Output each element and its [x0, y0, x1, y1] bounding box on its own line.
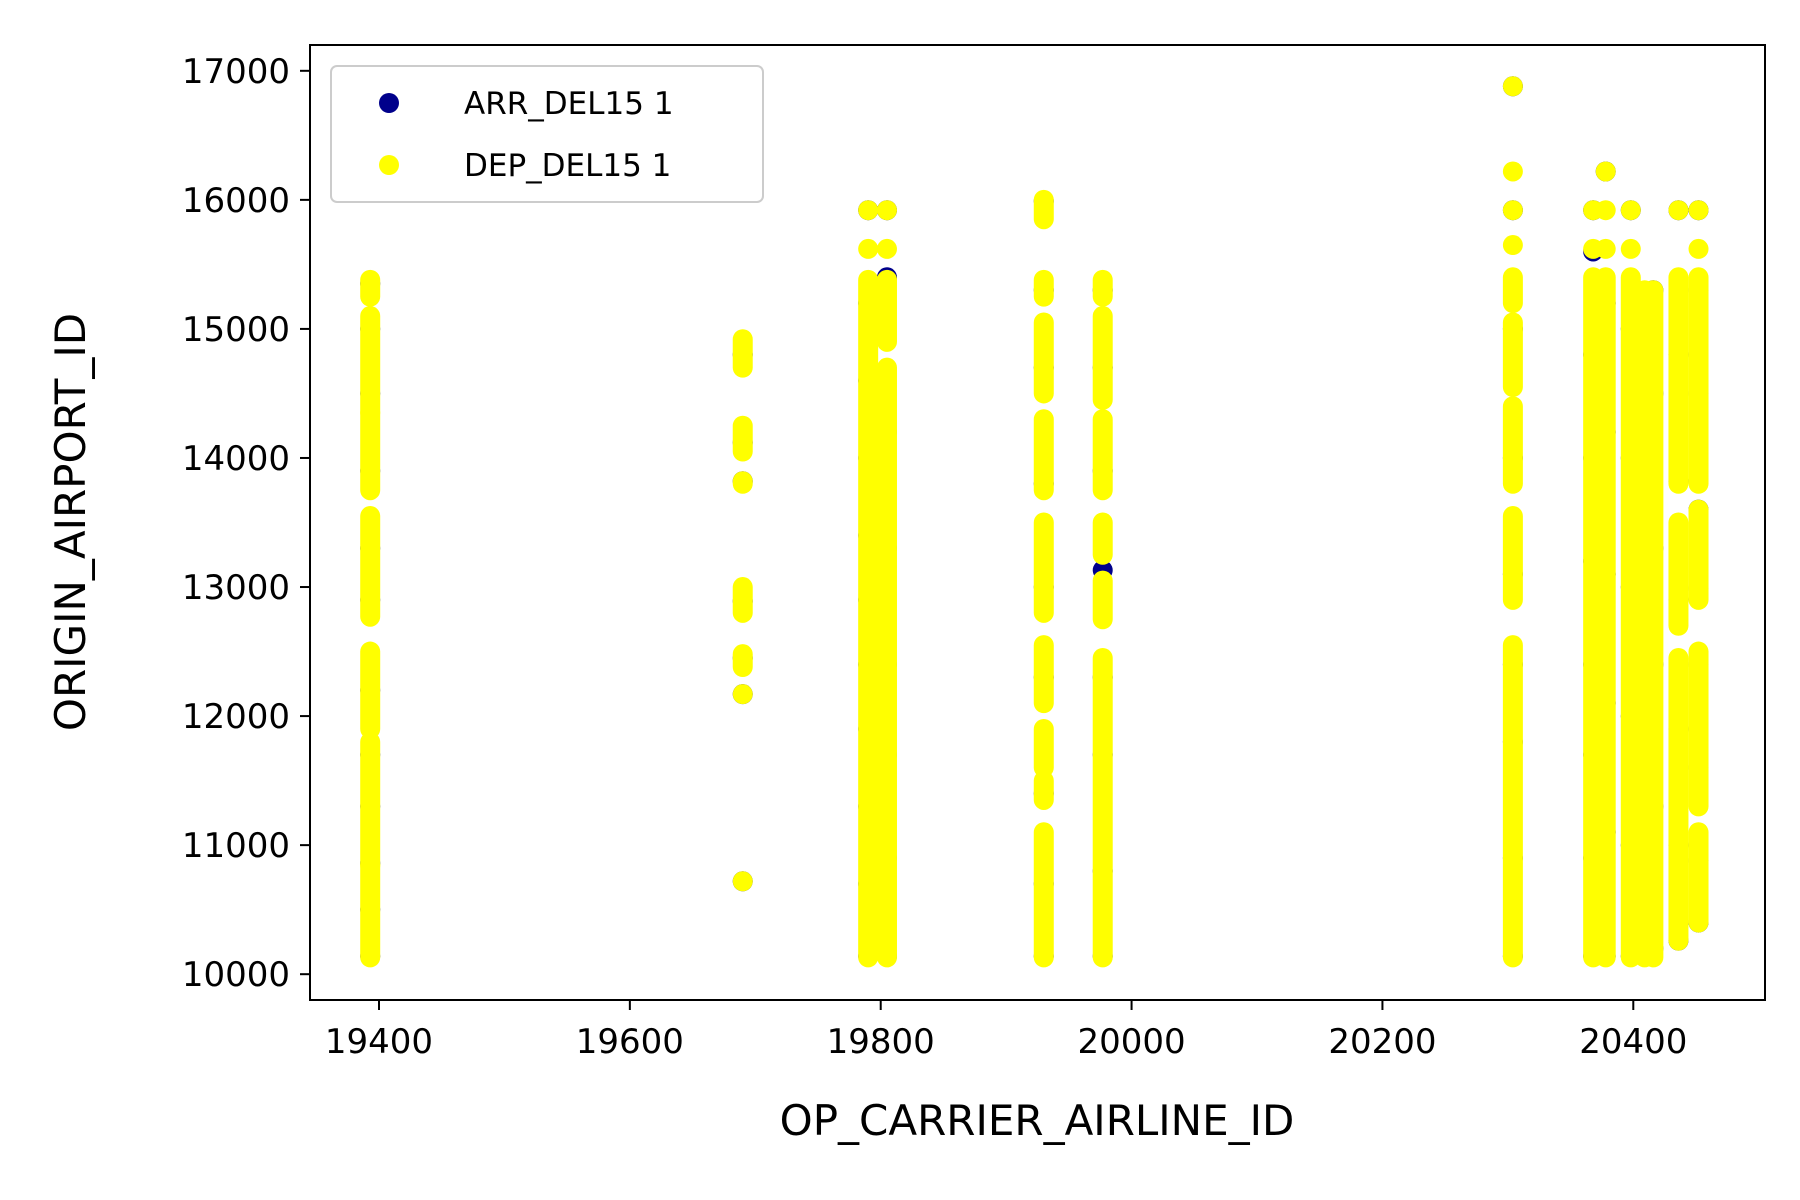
point-run-dep-del15 — [1092, 269, 1113, 307]
point-run-dep-del15 — [360, 306, 381, 423]
point-run-dep-del15 — [1595, 238, 1616, 259]
point-run-dep-del15 — [360, 731, 381, 876]
point-run-dep-del15 — [360, 506, 381, 627]
legend-marker-arr-del15 — [379, 93, 399, 113]
point-run-dep-del15 — [732, 577, 753, 623]
point-run-dep-del15 — [1688, 499, 1709, 610]
point-run-dep-del15 — [1668, 200, 1689, 221]
y-tick-label: 12000 — [182, 697, 290, 737]
point-run-dep-del15 — [1688, 200, 1709, 221]
point-run-dep-del15 — [1595, 161, 1616, 182]
x-tick-label: 20000 — [1077, 1022, 1185, 1062]
point-run-dep-del15 — [1688, 822, 1709, 933]
point-run-dep-del15 — [1668, 512, 1689, 636]
point-run-dep-del15 — [1033, 269, 1054, 307]
point-run-dep-del15 — [1033, 822, 1054, 968]
y-tick-label: 10000 — [182, 955, 290, 995]
y-tick-label: 14000 — [182, 439, 290, 479]
x-tick-label: 19800 — [827, 1022, 935, 1062]
point-run-dep-del15 — [1033, 635, 1054, 714]
point-run-dep-del15 — [1688, 641, 1709, 817]
y-tick-label: 15000 — [182, 310, 290, 350]
x-tick-label: 19400 — [325, 1022, 433, 1062]
point-run-dep-del15 — [1502, 312, 1523, 397]
point-run-dep-del15 — [1092, 306, 1113, 410]
y-axis-label: ORIGIN_AIRPORT_ID — [46, 313, 95, 731]
point-run-dep-del15 — [732, 415, 753, 462]
legend: ARR_DEL15 1 DEP_DEL15 1 — [330, 65, 764, 203]
point-run-dep-del15 — [876, 238, 897, 259]
point-run-dep-del15 — [1620, 238, 1641, 259]
point-run-dep-del15 — [1595, 267, 1616, 968]
point-run-dep-del15 — [1033, 512, 1054, 623]
point-run-dep-del15 — [1502, 200, 1523, 221]
point-run-dep-del15 — [1668, 267, 1689, 494]
point-run-dep-del15 — [360, 641, 381, 739]
point-run-dep-del15 — [1595, 200, 1616, 221]
point-run-dep-del15 — [1502, 396, 1523, 494]
point-run-dep-del15 — [858, 238, 879, 259]
point-run-dep-del15 — [1688, 267, 1709, 494]
point-run-dep-del15 — [1502, 161, 1523, 182]
point-run-dep-del15 — [360, 854, 381, 968]
legend-marker-dep-del15 — [379, 155, 399, 175]
point-run-dep-del15 — [360, 402, 381, 501]
point-run-dep-del15 — [360, 269, 381, 307]
x-tick-label: 19600 — [576, 1022, 684, 1062]
x-tick-label: 20400 — [1579, 1022, 1687, 1062]
series-dep-del15 — [360, 76, 1709, 968]
y-tick-label: 13000 — [182, 568, 290, 608]
point-run-dep-del15 — [1502, 267, 1523, 314]
point-run-dep-del15 — [732, 329, 753, 378]
point-run-dep-del15 — [1033, 718, 1054, 778]
plot-frame — [309, 44, 1766, 1001]
legend-label-arr-del15: ARR_DEL15 1 — [464, 86, 674, 122]
point-run-dep-del15 — [1502, 235, 1523, 256]
point-run-dep-del15 — [1092, 409, 1113, 501]
point-run-dep-del15 — [858, 200, 879, 221]
x-axis: 19400 19600 19800 20000 20200 20400 — [325, 1000, 1687, 1062]
point-run-dep-del15 — [732, 871, 753, 892]
point-run-dep-del15 — [1033, 189, 1054, 230]
point-run-dep-del15 — [858, 269, 879, 968]
point-run-dep-del15 — [1502, 506, 1523, 610]
point-run-dep-del15 — [1092, 512, 1113, 565]
point-run-dep-del15 — [1092, 648, 1113, 968]
x-tick-label: 20200 — [1328, 1022, 1436, 1062]
series-layer — [360, 76, 1709, 968]
point-run-dep-del15 — [1668, 648, 1689, 951]
point-run-dep-del15 — [1033, 409, 1054, 501]
legend-box — [330, 65, 764, 203]
x-axis-label: OP_CARRIER_AIRLINE_ID — [780, 1096, 1295, 1145]
y-tick-label: 16000 — [182, 181, 290, 221]
point-run-dep-del15 — [732, 471, 753, 494]
point-run-dep-del15 — [876, 269, 897, 352]
point-run-dep-del15 — [732, 644, 753, 678]
point-run-dep-del15 — [1502, 635, 1523, 968]
point-run-dep-del15 — [1643, 280, 1664, 968]
point-run-dep-del15 — [1092, 570, 1113, 630]
point-run-dep-del15 — [1033, 770, 1054, 810]
point-run-dep-del15 — [1688, 238, 1709, 259]
point-run-dep-del15 — [876, 200, 897, 221]
legend-label-dep-del15: DEP_DEL15 1 — [464, 148, 671, 184]
y-tick-label: 17000 — [182, 52, 290, 92]
point-run-dep-del15 — [1620, 200, 1641, 221]
y-axis: 10000 11000 12000 13000 14000 15000 16000 17000 — [182, 52, 310, 995]
point-run-dep-del15 — [876, 357, 897, 968]
point-run-dep-del15 — [732, 684, 753, 705]
y-tick-label: 11000 — [182, 826, 290, 866]
point-run-dep-del15 — [1033, 312, 1054, 404]
point-run-dep-del15 — [1502, 76, 1523, 97]
